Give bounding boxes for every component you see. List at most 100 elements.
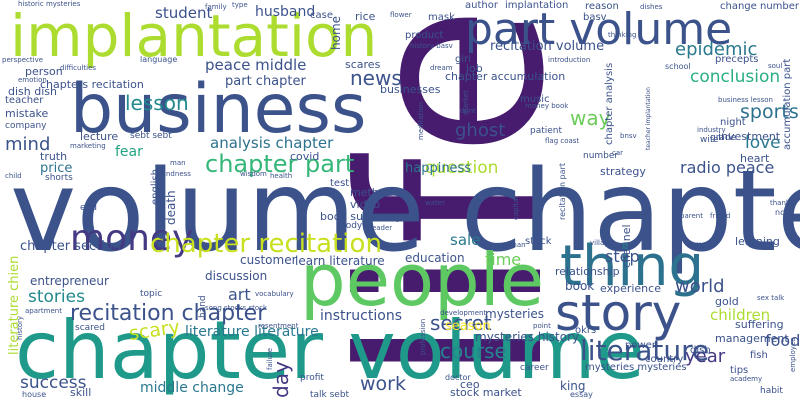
cloud-word: food [765, 331, 800, 350]
cloud-word: question [425, 158, 498, 178]
cloud-word: strategy [600, 165, 646, 178]
cloud-word: learn literature [295, 254, 385, 268]
cloud-word: body [340, 221, 363, 231]
cloud-word: market [462, 90, 470, 115]
cloud-word: vocabulary [255, 290, 294, 298]
cloud-word: mysteries mysteries [585, 362, 687, 373]
cloud-word: fear [115, 144, 143, 160]
cloud-word: perspective [2, 56, 43, 64]
cloud-word: children [710, 306, 770, 324]
cloud-word: difficulties [60, 64, 96, 72]
cloud-word: sex talk [757, 294, 785, 302]
cloud-word: sports [740, 101, 799, 123]
cloud-word: dont [460, 107, 476, 115]
cloud-word: song stocks stock [205, 304, 268, 312]
cloud-word: recitation volume [490, 39, 604, 54]
cloud-word: meditation [417, 102, 425, 140]
cloud-word: man [170, 159, 186, 167]
cloud-word: history basv [410, 42, 453, 50]
cloud-word: employee [789, 337, 797, 372]
cloud-word: discussion [205, 269, 267, 283]
cloud-word: literature [580, 334, 709, 367]
cloud-word: village [590, 239, 613, 247]
cloud-word: book summary [320, 210, 403, 223]
cloud-word: flower [390, 11, 412, 19]
cloud-word: night [720, 117, 746, 128]
cloud-word: skill [70, 386, 91, 399]
cloud-word: truth [40, 150, 67, 163]
cloud-word: thanks [770, 199, 794, 207]
cloud-word: relationship [555, 265, 620, 278]
cloud-word: chapter analysis [604, 63, 615, 145]
cloud-word: success [20, 373, 87, 393]
cloud-word: change number [720, 1, 800, 12]
cloud-word: english [150, 169, 161, 205]
cloud-word: mistake [5, 107, 49, 120]
cloud-word: flag coast [545, 137, 579, 145]
cloud-word: channel [620, 224, 633, 268]
cloud-word: learning [735, 235, 780, 248]
cloud-word: rice [355, 10, 376, 23]
cloud-word: work [360, 373, 406, 395]
cloud-word: home [329, 16, 343, 50]
cloud-word: king [560, 379, 586, 393]
cloud-word: step [605, 247, 640, 266]
cloud-word: wisdom [240, 170, 267, 178]
cloud-word: conclusion [690, 67, 780, 87]
cloud-word: husband [255, 4, 315, 20]
cloud-word: emotion [18, 76, 47, 84]
cloud-word: mask [428, 12, 455, 23]
cloud-word: investment [718, 130, 781, 143]
cloud-word: death [164, 190, 178, 225]
cloud-word: letter [690, 241, 709, 249]
cloud-word: mind [5, 134, 50, 155]
cloud-word: book [565, 279, 594, 293]
cloud-word: middle change [140, 380, 244, 396]
cloud-word: habit [760, 386, 783, 396]
cloud-word: businesses [380, 83, 441, 96]
cloud-word: news [350, 66, 402, 90]
cloud-word: chapter part [205, 150, 354, 178]
cloud-word: child [5, 172, 22, 180]
cloud-word: bnsv [620, 132, 637, 140]
cloud-word: people [300, 238, 544, 322]
cloud-word: life [308, 4, 599, 385]
cloud-word: teacher [5, 95, 44, 106]
cloud-word: development [440, 309, 486, 317]
cloud-word: tips [730, 365, 748, 376]
cloud-word: recitation chapter [70, 301, 267, 326]
cloud-word: industry [697, 126, 726, 134]
cloud-word: dishes [640, 3, 663, 11]
cloud-word: health [270, 172, 292, 180]
cloud-word: kindness [160, 170, 191, 178]
cloud-word: radio peace [680, 158, 774, 177]
cloud-word: method [350, 186, 392, 199]
cloud-word: soul [768, 62, 782, 70]
cloud-word: water [425, 199, 445, 207]
cloud-word: implantation [10, 2, 377, 70]
cloud-word: money book [525, 102, 569, 110]
cloud-word: chapters recitation [40, 78, 144, 91]
cloud-word: hand [198, 295, 208, 318]
cloud-word: capital [512, 196, 520, 220]
cloud-word: literature chien [7, 256, 22, 355]
cloud-word: case [310, 10, 333, 21]
cloud-word: thinking [608, 31, 636, 39]
cloud-word: person [25, 65, 63, 78]
cloud-word: essay [570, 390, 593, 399]
cloud-word: part volume [465, 4, 732, 55]
cloud-word: sebt sebt [130, 131, 172, 141]
cloud-word: reason [585, 1, 619, 12]
cloud-word: ceo [460, 378, 480, 391]
cloud-word: wife [700, 135, 719, 145]
cloud-word: resentment [258, 322, 299, 330]
cloud-word: test [330, 178, 349, 189]
cloud-word: product [405, 30, 444, 41]
cloud-word: way [570, 106, 611, 130]
cloud-word: fish [750, 350, 768, 361]
cloud-word: music [520, 94, 550, 105]
cloud-word: chapter accumulation [445, 70, 565, 83]
cloud-word: stories [28, 287, 85, 307]
cloud-word: instructions [320, 308, 402, 324]
